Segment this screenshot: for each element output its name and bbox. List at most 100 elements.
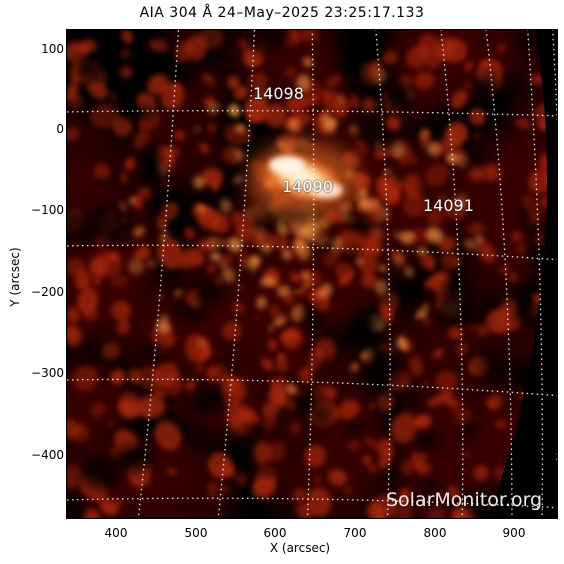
- plasma-blob: [373, 68, 387, 85]
- plasma-blob: [426, 142, 442, 157]
- plasma-blob: [427, 505, 447, 518]
- plasma-blob: [337, 94, 346, 105]
- plasma-blob: [448, 324, 463, 340]
- active-region-label: 14090: [282, 177, 333, 196]
- plasma-blob: [292, 388, 314, 418]
- plasma-blob: [81, 453, 121, 493]
- plasma-blob: [91, 204, 133, 246]
- plasma-blob: [345, 30, 387, 50]
- sun-image-canvas: [67, 30, 557, 518]
- plasma-blob: [436, 347, 444, 360]
- plasma-blob: [376, 142, 381, 148]
- plasma-blob: [447, 485, 459, 500]
- plasma-blob: [207, 123, 217, 133]
- plasma-blob: [367, 463, 378, 474]
- plasma-blob: [496, 420, 506, 429]
- plasma-blob: [324, 387, 337, 398]
- plasma-blob: [345, 421, 366, 436]
- plasma-blob: [160, 233, 167, 241]
- plasma-blob: [107, 421, 113, 428]
- plasma-blob: [422, 304, 429, 311]
- y-tick-label: 100: [41, 42, 64, 56]
- plasma-blob: [538, 153, 547, 172]
- plasma-blob: [67, 307, 81, 324]
- plasma-blob: [353, 124, 370, 137]
- flare-region: [249, 142, 359, 218]
- plasma-blob: [71, 423, 90, 444]
- plasma-blob: [286, 384, 297, 395]
- plasma-blob: [194, 277, 224, 308]
- plasma-blob: [335, 262, 355, 281]
- plasma-blob: [67, 464, 84, 490]
- plasma-blob: [337, 229, 367, 257]
- y-tick-label: 0: [56, 122, 64, 136]
- plasma-blob: [235, 473, 248, 486]
- plasma-blob: [292, 488, 308, 503]
- plasma-blob: [296, 74, 311, 92]
- plasma-blob: [415, 414, 433, 430]
- plasma-blob: [368, 226, 383, 238]
- plasma-blob: [383, 168, 390, 175]
- plasma-blob: [419, 129, 430, 140]
- plasma-blob: [318, 110, 331, 122]
- plasma-blob: [276, 285, 291, 298]
- plasma-blob: [374, 215, 382, 224]
- plasma-blob: [273, 316, 287, 327]
- plasma-blob: [338, 399, 360, 420]
- plasma-blob: [221, 266, 236, 283]
- plasma-blob: [403, 266, 415, 278]
- plasma-blob: [93, 163, 110, 179]
- plasma-blob: [470, 150, 487, 166]
- plasma-blob: [369, 402, 375, 410]
- x-axis-title: X (arcsec): [269, 541, 331, 555]
- plasma-blob: [454, 153, 469, 168]
- plasma-blob: [238, 38, 250, 51]
- plasma-blob: [477, 164, 494, 182]
- plasma-blob: [291, 304, 306, 322]
- plasma-blob: [262, 401, 279, 418]
- plasma-blob: [67, 158, 99, 213]
- plasma-blob: [67, 326, 83, 347]
- x-tick-label: 900: [502, 526, 526, 540]
- plasma-blob: [280, 329, 299, 343]
- plasma-blob: [233, 175, 243, 184]
- plasma-blob: [417, 431, 437, 450]
- heliographic-grid: [67, 30, 557, 518]
- watermark: SolarMonitor.org: [386, 489, 543, 511]
- plasma-blob: [233, 85, 249, 100]
- plasma-blob: [83, 508, 100, 518]
- plasma-blob: [413, 71, 435, 90]
- plasma-blob: [348, 439, 361, 451]
- plasma-blob: [307, 487, 332, 517]
- plasma-blob: [67, 491, 84, 518]
- plasma-blob: [266, 276, 280, 289]
- plasma-blob: [71, 440, 83, 453]
- plasma-blob: [408, 355, 424, 378]
- y-tick-label: −400: [31, 448, 64, 462]
- plasma-blob: [393, 503, 413, 518]
- plasma-blob: [427, 395, 445, 407]
- plasma-blob: [228, 106, 240, 118]
- plasma-blob: [357, 187, 369, 199]
- plasma-blob: [233, 149, 245, 161]
- plasma-blob: [453, 194, 469, 211]
- plasma-blob: [302, 301, 324, 334]
- plasma-blob: [281, 248, 293, 261]
- x-tick-label: 800: [423, 526, 447, 540]
- plasma-blob: [160, 82, 185, 110]
- plasma-blob: [111, 275, 129, 288]
- plasma-blob: [435, 370, 458, 393]
- plasma-blob: [426, 227, 444, 244]
- plasma-blob: [327, 210, 344, 223]
- plasma-blob: [439, 251, 460, 271]
- plasma-blob: [354, 138, 369, 156]
- plasma-blob: [395, 339, 407, 349]
- plasma-blob: [186, 379, 196, 392]
- plasma-blob: [295, 112, 312, 127]
- plasma-blob: [355, 257, 363, 265]
- plasma-blob: [360, 272, 377, 288]
- plasma-blob: [302, 56, 313, 68]
- plasma-blob: [340, 217, 344, 223]
- active-region-label: 14091: [423, 196, 474, 215]
- plasma-blob: [216, 259, 228, 269]
